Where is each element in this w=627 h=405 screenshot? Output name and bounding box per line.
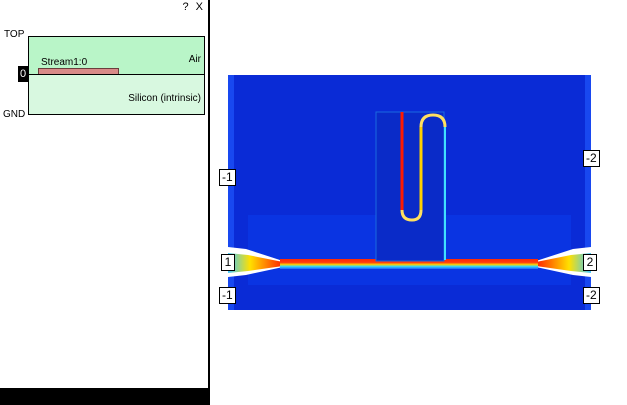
resonator-bottom-bend: [400, 209, 423, 222]
stream-label: Stream1:0: [41, 57, 88, 68]
right-taper: [536, 253, 591, 273]
layer-silicon-name: Silicon (intrinsic): [128, 93, 201, 104]
panel-bottom-bar: [0, 388, 210, 405]
port-right-bottom[interactable]: -2: [583, 287, 600, 304]
right-edge-band: [585, 75, 591, 310]
main-waveguide: [280, 259, 538, 269]
close-button[interactable]: X: [195, 1, 205, 13]
layer-silicon[interactable]: Silicon (intrinsic): [28, 75, 205, 115]
top-label: TOP: [4, 29, 25, 40]
port-left-bottom[interactable]: -1: [219, 287, 236, 304]
port-left-top[interactable]: -1: [219, 169, 236, 186]
port-right-mid[interactable]: 2: [583, 254, 597, 271]
layer-stack-panel: ? X TOP Air Stream1:0 Silicon (intrinsic…: [0, 0, 210, 405]
window-controls: ? X: [182, 1, 205, 13]
resonator-region: [375, 111, 445, 262]
left-edge-band: [228, 75, 234, 310]
zero-marker: 0: [18, 66, 28, 82]
resonator-top-bend: [419, 113, 447, 128]
field-plot[interactable]: [228, 75, 591, 310]
port-left-mid[interactable]: 1: [221, 254, 235, 271]
left-taper: [228, 253, 283, 273]
help-button[interactable]: ?: [182, 1, 191, 13]
port-right-top[interactable]: -2: [583, 150, 600, 167]
layer-air-name: Air: [188, 54, 201, 65]
gnd-label: GND: [3, 109, 26, 120]
